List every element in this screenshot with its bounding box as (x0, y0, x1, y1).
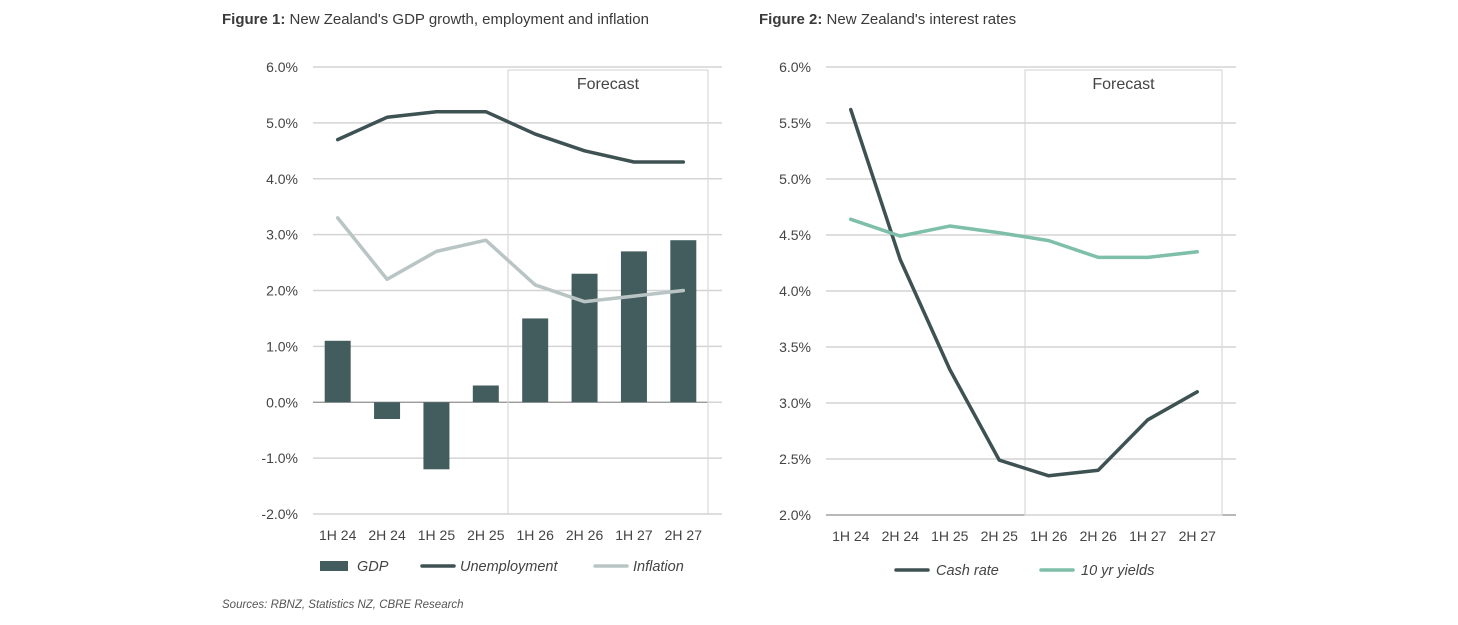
fig1-ytick-label: 3.0% (266, 227, 298, 243)
figure-1-title-text: New Zealand's GDP growth, employment and… (289, 11, 649, 28)
fig1-bar-gdp (670, 240, 697, 403)
fig1-forecast-label: Forecast (577, 76, 640, 93)
fig2-xtick-label: 2H 27 (1179, 528, 1217, 544)
fig2-ytick-label: 5.5% (779, 115, 811, 131)
fig1-ytick-label: -2.0% (261, 506, 298, 522)
fig1-xtick-label: 2H 24 (368, 527, 406, 543)
fig1-line-unemployment (335, 109, 686, 164)
fig1-xtick-label: 1H 25 (418, 527, 456, 543)
legend-label-unemployment: Unemployment (460, 559, 558, 575)
fig2-xtick-label: 2H 26 (1080, 528, 1118, 544)
fig1-bar-gdp (571, 273, 598, 403)
fig1-ytick-label: 0.0% (266, 394, 298, 410)
sources-note: Sources: RBNZ, Statistics NZ, CBRE Resea… (222, 599, 464, 611)
fig2-ytick-label: 3.0% (779, 395, 811, 411)
figure-2-label: Figure 2: (759, 11, 823, 28)
fig2-ytick-label: 2.0% (779, 507, 811, 523)
fig2-xtick-label: 2H 24 (882, 528, 920, 544)
fig2-ytick-label: 5.0% (779, 171, 811, 187)
fig1-bar-gdp (423, 402, 450, 470)
figure-2-title: Figure 2: New Zealand's interest rates (759, 11, 1016, 28)
fig2-ytick-label: 3.5% (779, 339, 811, 355)
fig1-xtick-label: 1H 24 (319, 527, 357, 543)
fig1-bar-gdp (522, 318, 549, 403)
fig2-ytick-label: 2.5% (779, 451, 811, 467)
fig1-ytick-label: 5.0% (266, 115, 298, 131)
fig1-bar-gdp (620, 251, 647, 403)
fig2-forecast-label: Forecast (1092, 76, 1155, 93)
fig2-ytick-label: 6.0% (779, 59, 811, 75)
fig2-forecast-region (1024, 69, 1223, 516)
fig1-bar-gdp (472, 385, 499, 403)
legend-label-gdp: GDP (357, 559, 389, 575)
figure-1-label: Figure 1: (222, 11, 286, 28)
fig2-line-10-yr-yields (849, 217, 1199, 260)
fig1-forecast-region (507, 69, 709, 515)
fig1-bar-gdp (374, 402, 401, 420)
fig2-xtick-label: 2H 25 (981, 528, 1019, 544)
fig1-ytick-label: 1.0% (266, 338, 298, 354)
fig2-line-cash-rate (849, 107, 1199, 478)
figure-1-title: Figure 1: New Zealand's GDP growth, empl… (222, 11, 649, 28)
fig1-xtick-label: 2H 26 (566, 527, 604, 543)
fig2-xtick-label: 1H 27 (1129, 528, 1167, 544)
fig1-xtick-label: 2H 25 (467, 527, 505, 543)
fig2-xtick-label: 1H 25 (931, 528, 969, 544)
fig2-xtick-label: 1H 26 (1030, 528, 1068, 544)
legend-label-10-yr-yields: 10 yr yields (1081, 563, 1154, 579)
fig1-ytick-label: 4.0% (266, 171, 298, 187)
fig1-ytick-label: 6.0% (266, 59, 298, 75)
fig1-bar-gdp (324, 340, 351, 403)
fig1-ytick-label: -1.0% (261, 450, 298, 466)
fig2-ytick-label: 4.0% (779, 283, 811, 299)
fig2-ytick-label: 4.5% (779, 227, 811, 243)
fig1-xtick-label: 2H 27 (665, 527, 703, 543)
fig1-xtick-label: 1H 27 (615, 527, 653, 543)
legend-label-cash-rate: Cash rate (936, 563, 999, 579)
legend-swatch-gdp (320, 561, 348, 571)
fig1-xtick-label: 1H 26 (517, 527, 555, 543)
figure-2-title-text: New Zealand's interest rates (826, 11, 1017, 28)
fig2-xtick-label: 1H 24 (832, 528, 870, 544)
fig1-line-inflation (335, 216, 686, 304)
fig1-ytick-label: 2.0% (266, 283, 298, 299)
legend-label-inflation: Inflation (633, 559, 684, 575)
